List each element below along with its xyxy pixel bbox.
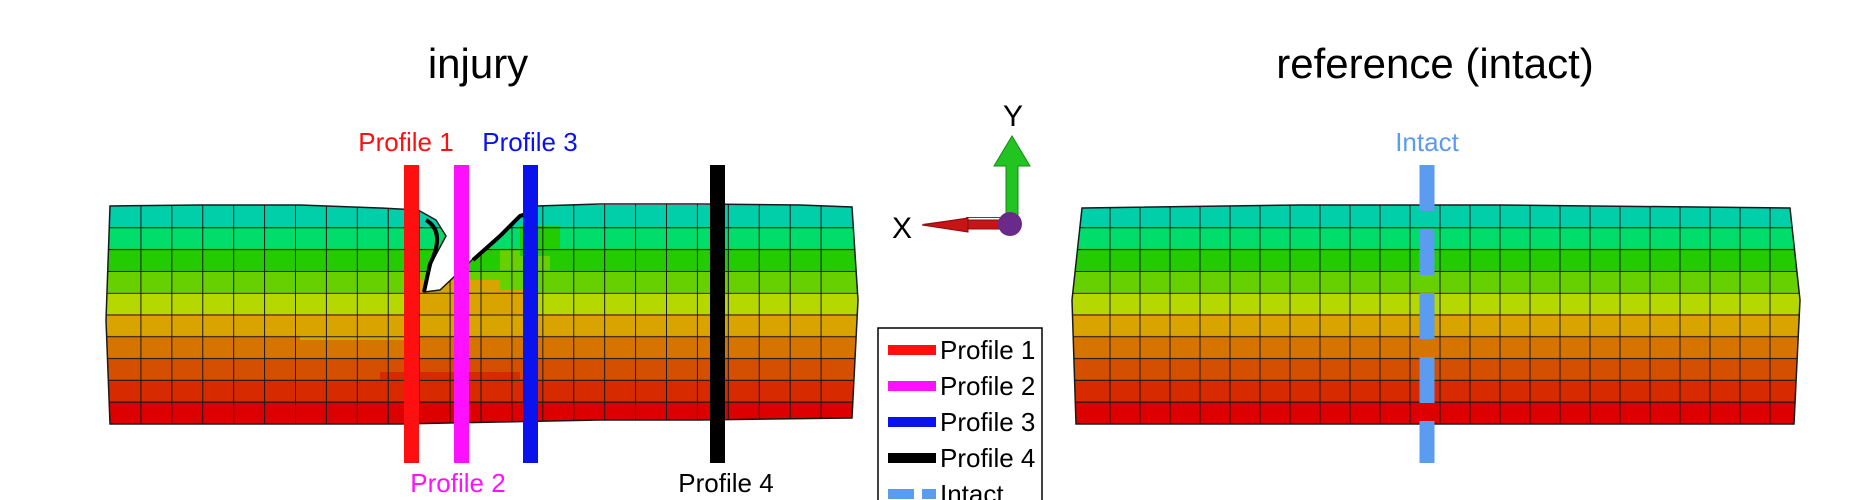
mesh-patch <box>300 318 420 340</box>
reference-mesh-grid <box>1072 205 1800 424</box>
mesh-band <box>1072 205 1800 229</box>
profile-4-line <box>710 165 725 463</box>
reference-mesh-bands <box>1072 205 1800 424</box>
mesh-band <box>1072 270 1800 295</box>
y-axis-arrow <box>993 135 1031 219</box>
mesh-band <box>1072 401 1800 424</box>
mesh-band <box>1072 292 1800 316</box>
x-axis-label: X <box>892 212 912 245</box>
legend-swatch <box>888 417 936 427</box>
profile-2-line <box>454 165 469 463</box>
injury-mesh-outline <box>105 203 859 425</box>
mesh-band <box>1072 314 1800 338</box>
profile-4-label: Profile 4 <box>678 468 773 498</box>
mesh-band <box>1072 226 1800 251</box>
reference-mesh-outline <box>1071 204 1801 425</box>
legend-label: Profile 2 <box>940 371 1035 401</box>
intact-label: Intact <box>1395 127 1459 157</box>
legend-swatch <box>888 381 936 391</box>
mesh-band <box>106 401 858 424</box>
profile-3-line <box>523 165 538 463</box>
axis-triad: Y X <box>892 100 1031 245</box>
x-axis-arrow-body <box>921 217 1009 233</box>
reference-title: reference (intact) <box>1276 40 1593 87</box>
legend-swatch <box>888 345 936 355</box>
injury-title: injury <box>428 40 528 87</box>
profile-1-label: Profile 1 <box>358 127 453 157</box>
reference-mesh <box>1071 204 1801 425</box>
profile-2-label: Profile 2 <box>410 468 505 498</box>
mesh-band <box>1072 248 1800 273</box>
mesh-band <box>1072 379 1800 404</box>
injury-mesh <box>105 203 859 425</box>
mesh-band <box>106 205 858 229</box>
y-axis-label: Y <box>1003 100 1023 133</box>
legend-label: Intact <box>940 479 1004 500</box>
legend-swatch <box>888 453 936 463</box>
mesh-band <box>1072 357 1800 382</box>
legend: Profile 1 Profile 2 Profile 3 Profile 4 Inta… <box>877 327 1043 500</box>
profile-3-label: Profile 3 <box>482 127 577 157</box>
mesh-band <box>106 248 858 273</box>
legend-label: Profile 1 <box>940 335 1035 365</box>
legend-box <box>877 327 1043 500</box>
mesh-band <box>106 335 858 360</box>
mesh-band <box>1072 335 1800 360</box>
profile-1-line <box>404 165 419 463</box>
legend-label: Profile 4 <box>940 443 1035 473</box>
legend-label: Profile 3 <box>940 407 1035 437</box>
mesh-band <box>106 226 858 251</box>
mesh-band <box>106 357 858 382</box>
mesh-band <box>106 314 858 338</box>
origin-marker <box>998 212 1022 236</box>
injury-notch-edge <box>422 218 439 293</box>
